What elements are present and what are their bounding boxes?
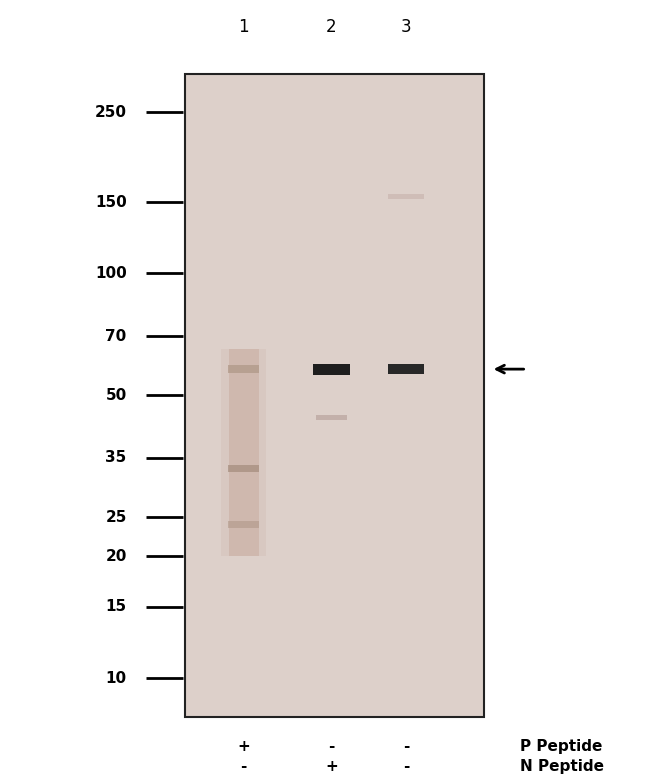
Bar [389, 194, 424, 199]
Text: 1: 1 [239, 19, 249, 36]
Bar [316, 415, 347, 420]
Text: -: - [403, 759, 410, 775]
Bar [228, 465, 259, 472]
Text: -: - [240, 759, 247, 775]
Text: 35: 35 [105, 451, 127, 466]
Text: +: + [237, 739, 250, 754]
Text: 15: 15 [105, 599, 127, 615]
Text: N Peptide: N Peptide [520, 759, 604, 775]
Bar [313, 364, 350, 375]
Bar [228, 365, 259, 373]
Bar [388, 364, 424, 374]
Text: 50: 50 [105, 388, 127, 403]
Text: -: - [403, 739, 410, 754]
Text: 70: 70 [105, 328, 127, 343]
Text: +: + [325, 759, 338, 775]
Bar [229, 349, 259, 557]
Text: 20: 20 [105, 549, 127, 564]
Text: P Peptide: P Peptide [520, 739, 603, 754]
Text: 10: 10 [105, 670, 127, 686]
Bar [228, 521, 259, 528]
Text: 250: 250 [95, 105, 127, 120]
Text: 2: 2 [326, 19, 337, 36]
Text: 3: 3 [401, 19, 411, 36]
Bar [221, 349, 266, 557]
Text: -: - [328, 739, 335, 754]
Text: 100: 100 [95, 266, 127, 281]
Text: 150: 150 [95, 194, 127, 209]
Text: 25: 25 [105, 510, 127, 524]
Bar [185, 74, 484, 717]
